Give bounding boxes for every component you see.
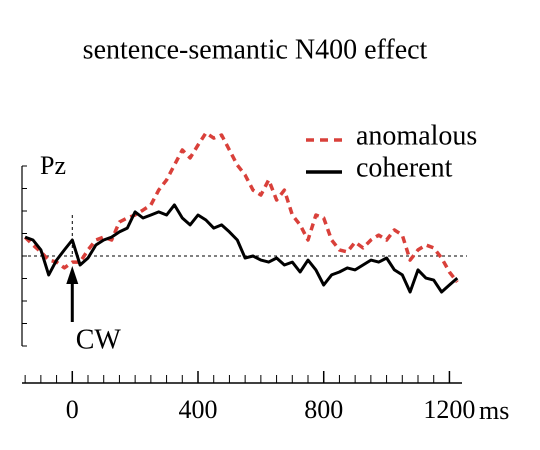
- series-line: [23, 131, 459, 284]
- onset-arrow-head: [66, 266, 79, 284]
- chart-title: sentence-semantic N400 effect: [83, 34, 428, 65]
- x-tick-label: 800: [304, 395, 343, 424]
- x-tick-label: 400: [179, 395, 218, 424]
- x-tick-label: 1200: [423, 395, 475, 424]
- legend-label: anomalous: [356, 120, 477, 151]
- x-tick-label: 0: [66, 395, 79, 424]
- legend-label: coherent: [356, 152, 453, 183]
- x-unit: ms: [479, 396, 509, 425]
- annotation: CW: [76, 324, 122, 355]
- channel-label: Pz: [40, 151, 66, 180]
- series-line: [24, 203, 459, 294]
